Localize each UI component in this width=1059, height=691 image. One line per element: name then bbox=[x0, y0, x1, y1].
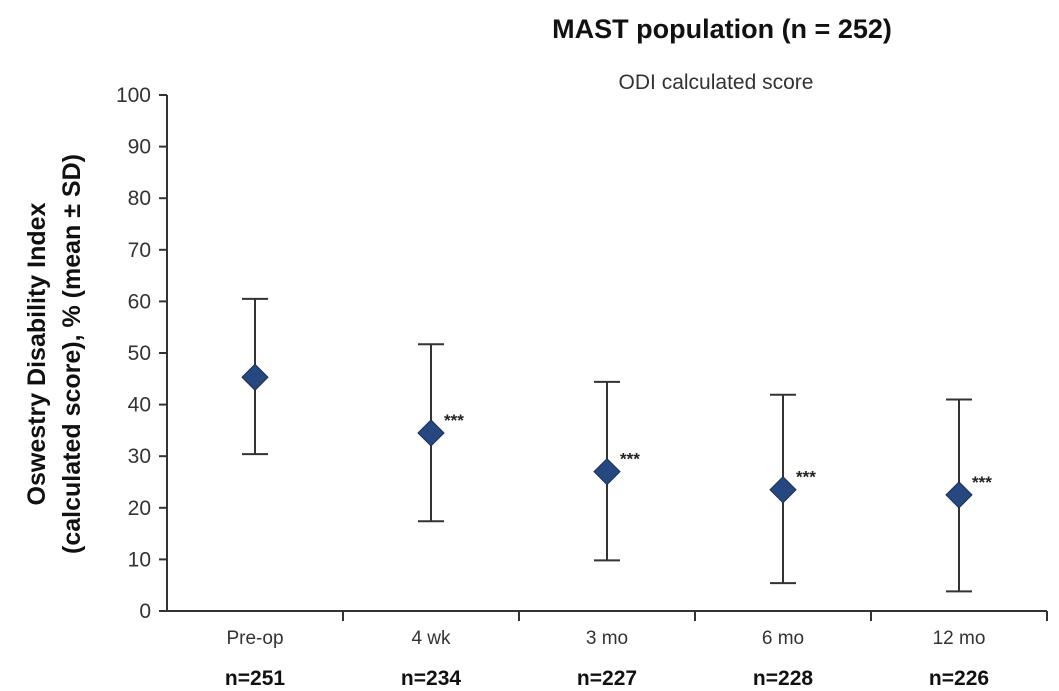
y-tick-label: 90 bbox=[128, 136, 151, 159]
x-tick-label: 3 mo bbox=[586, 628, 628, 649]
n-count-label: n=234 bbox=[401, 667, 461, 690]
y-axis-label-line1: Oswestry Disability Index bbox=[23, 202, 51, 505]
y-ticks: 0 10 20 30 40 50 60 70 80 90 100 bbox=[116, 84, 167, 623]
x-ticks: Pre-op n=251 4 wk n=234 3 mo n=227 6 mo n=228 12… bbox=[225, 611, 1048, 690]
x-tick-label: 4 wk bbox=[411, 628, 451, 649]
n-count-label: n=228 bbox=[753, 667, 813, 690]
x-tick-label: Pre-op bbox=[226, 628, 283, 649]
significance-annotation: *** bbox=[972, 473, 992, 492]
y-tick-label: 80 bbox=[128, 187, 151, 210]
data-point-marker bbox=[241, 363, 269, 391]
n-count-label: n=251 bbox=[225, 667, 285, 690]
significance-annotation: *** bbox=[620, 450, 640, 469]
n-count-label: n=226 bbox=[929, 667, 989, 690]
y-tick-label: 30 bbox=[128, 445, 151, 468]
x-tick-label: 6 mo bbox=[762, 628, 804, 649]
data-point-marker bbox=[593, 457, 621, 486]
y-tick-label: 10 bbox=[128, 548, 151, 571]
x-tick-label: 12 mo bbox=[933, 628, 986, 649]
n-count-label: n=227 bbox=[577, 667, 637, 690]
y-tick-label: 40 bbox=[128, 394, 151, 417]
y-axis-label-line2: (calculated score), % (mean ± SD) bbox=[58, 154, 86, 554]
chart-subtitle: ODI calculated score bbox=[619, 71, 814, 94]
y-tick-label: 100 bbox=[116, 84, 151, 107]
significance-annotation: *** bbox=[444, 411, 464, 430]
y-tick-label: 0 bbox=[139, 600, 151, 623]
y-tick-label: 70 bbox=[128, 239, 151, 262]
y-tick-label: 50 bbox=[128, 342, 151, 365]
chart-title: MAST population (n = 252) bbox=[552, 14, 892, 44]
data-marks: *** *** *** *** bbox=[241, 297, 992, 593]
data-point-marker bbox=[945, 481, 973, 509]
data-point-marker bbox=[417, 419, 445, 447]
data-point-marker bbox=[769, 476, 797, 504]
y-tick-label: 60 bbox=[128, 290, 151, 313]
y-tick-label: 20 bbox=[128, 497, 151, 520]
significance-annotation: *** bbox=[796, 468, 816, 487]
